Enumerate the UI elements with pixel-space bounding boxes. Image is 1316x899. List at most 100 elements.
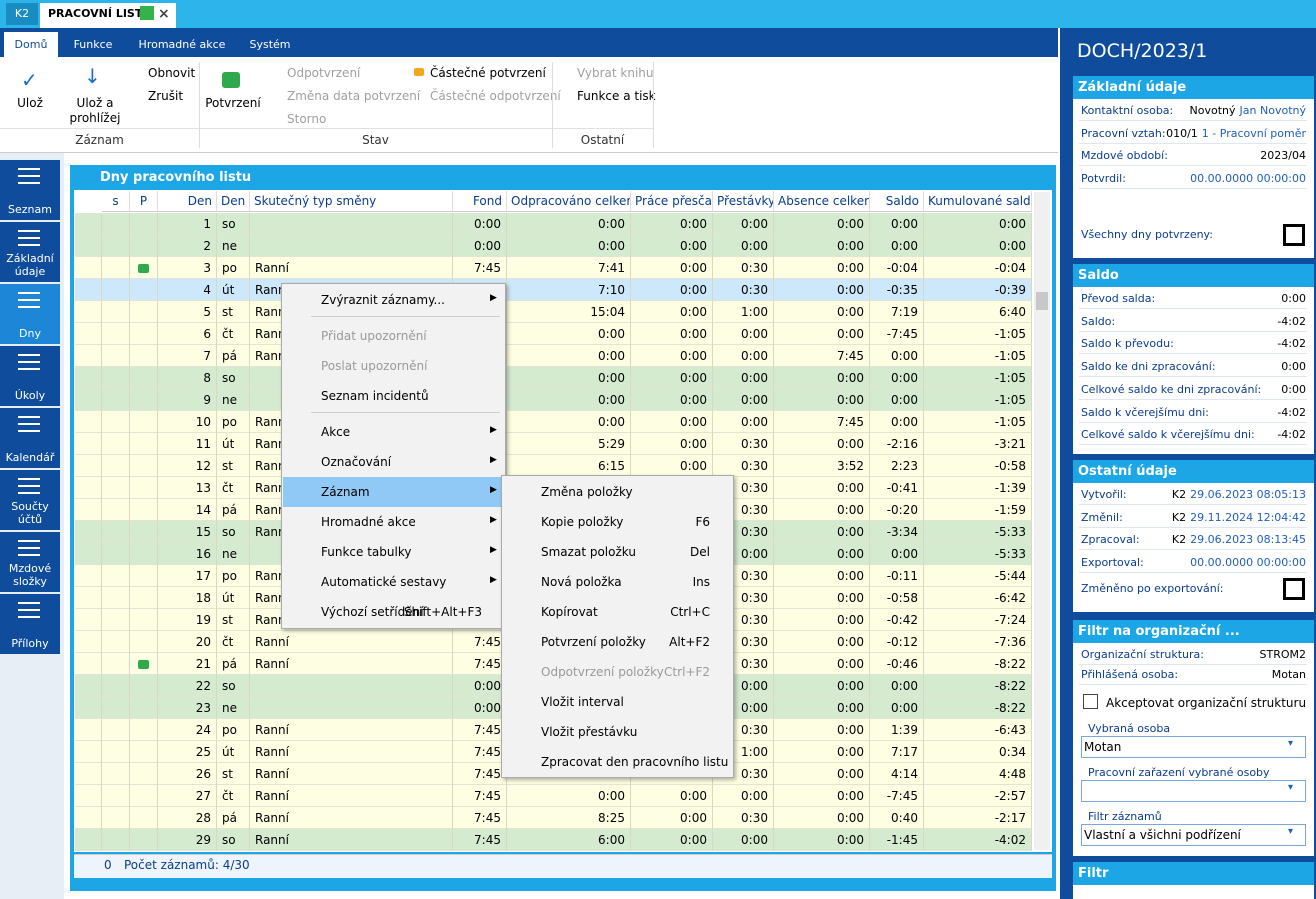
nav-item[interactable]: Úkoly [0,346,60,406]
nav-item[interactable]: Základní údaje [0,222,60,282]
doc-tab[interactable]: PRACOVNÍ LISTY × [40,3,176,28]
cell [102,587,130,609]
column-header[interactable]: Den [217,191,250,212]
section-header[interactable] [1073,76,1314,99]
cell: so [217,213,250,235]
nav-item[interactable]: Kalendář [0,408,60,468]
separator [653,62,654,148]
grid-row[interactable] [75,807,1032,829]
cell: po [217,411,250,433]
link[interactable]: 00.00.0000 00:00:00 [1190,555,1306,569]
ribbon-button[interactable]: Částečné potvrzení [430,66,546,80]
cell: 0:00 [774,367,870,389]
grid-row[interactable] [75,257,1032,279]
ribbon-button[interactable]: Potvrzení [205,96,261,110]
cell [75,257,102,279]
column-header[interactable]: P [130,191,158,212]
ribbon-button[interactable]: Zrušit [148,89,184,103]
grid-row[interactable] [75,235,1032,257]
menu-item[interactable] [283,477,504,507]
column-header[interactable]: s [102,191,130,212]
grid-row[interactable] [75,829,1032,851]
ribbon-button[interactable]: Ulož [17,96,43,110]
link[interactable]: 29.11.2024 12:04:42 [1190,510,1306,524]
ribbon-button[interactable]: Obnovit [148,66,196,80]
ribbon-button[interactable]: Ulož a prohlížej [69,96,121,125]
cell [75,367,102,389]
section-body [1073,885,1314,899]
column-header[interactable]: Saldo [870,191,924,212]
field-value: -4:02 [1277,337,1306,350]
field-label: Převod salda: [1081,292,1156,305]
checkbox[interactable] [1283,578,1305,600]
cell [75,785,102,807]
value: -4:02 [1277,428,1306,442]
app-tab[interactable]: K2 [6,3,38,25]
grid-row[interactable] [75,213,1032,235]
nav-label: Kalendář [5,451,55,464]
column-header[interactable]: Skutečný typ směny [250,191,453,212]
column-header[interactable]: Práce přesčas [631,191,713,212]
nav-item[interactable]: Přílohy [0,594,60,654]
checkbox[interactable] [1283,224,1305,246]
section-body [1073,287,1314,454]
nav-item[interactable]: Součty účtů [0,470,60,530]
input[interactable] [1081,780,1306,802]
cell: 0:00 [631,389,713,411]
ribbon-tab[interactable]: Systém [249,38,291,51]
cell: -0:46 [870,653,924,675]
nav-item[interactable]: Dny [0,284,60,344]
ribbon-tab[interactable]: Funkce [73,38,113,51]
field-value: K2 29.11.2024 12:04:42 [1172,511,1306,524]
ribbon-button[interactable]: Funkce a tisk [577,89,656,103]
cell: 0:30 [713,279,774,301]
ribbon-tab[interactable]: Domů [4,32,58,57]
section-header[interactable] [1073,862,1314,885]
separator [199,62,200,148]
link[interactable]: 00.00.0000 00:00:00 [1190,171,1306,185]
menu-label: Vložit interval [541,695,624,709]
link[interactable]: Jan Novotný [1239,104,1306,117]
cell [102,785,130,807]
cell: 0:00 [870,389,924,411]
column-header[interactable]: Kumulované saldo [924,191,1032,212]
nav-item[interactable]: Mzdové složky [0,532,60,592]
menu-label: Funkce tabulky [321,545,412,559]
section-header[interactable] [1073,460,1314,483]
section-header[interactable] [1073,264,1314,287]
grid-row[interactable] [75,785,1032,807]
cell: 0:00 [774,279,870,301]
checkbox[interactable] [1083,694,1098,709]
section-title: Filtr [1078,866,1109,881]
column-header[interactable]: Odpracováno celkem [507,191,631,212]
input[interactable] [1081,736,1306,758]
cell: út [217,587,250,609]
link[interactable]: 1 - Pracovní poměr [1201,126,1306,140]
ribbon-tab[interactable]: Hromadné akce [138,38,226,51]
nav-icon [18,547,40,549]
value: 0:00 [1281,382,1306,396]
underline [1079,187,1307,189]
link[interactable]: 29.06.2023 08:05:13 [1190,488,1306,501]
section-header[interactable] [1073,620,1314,643]
column-header[interactable]: Den [158,191,217,212]
link[interactable]: 29.06.2023 08:13:45 [1190,533,1306,546]
cell: 26 [158,763,217,785]
column-header[interactable]: Absence celkem [774,191,870,212]
column-header[interactable]: Fond [453,191,507,212]
cell [130,631,158,653]
cell [102,367,130,389]
cell: 7:45 [453,763,507,785]
nav-label: Součty účtů [11,500,49,526]
cell [75,697,102,719]
menu-item[interactable] [283,417,504,447]
input-value: Motan [1084,740,1122,754]
column-header[interactable]: Přestávky [713,191,774,212]
menu-label: Potvrzení položky [541,635,646,649]
menu-item[interactable] [283,447,504,477]
value: STROM2 [1259,648,1307,661]
field-label: Potvrdil: [1081,171,1126,185]
nav-item[interactable]: Seznam [0,160,60,220]
cell: 9 [158,389,217,411]
input[interactable] [1081,824,1306,846]
